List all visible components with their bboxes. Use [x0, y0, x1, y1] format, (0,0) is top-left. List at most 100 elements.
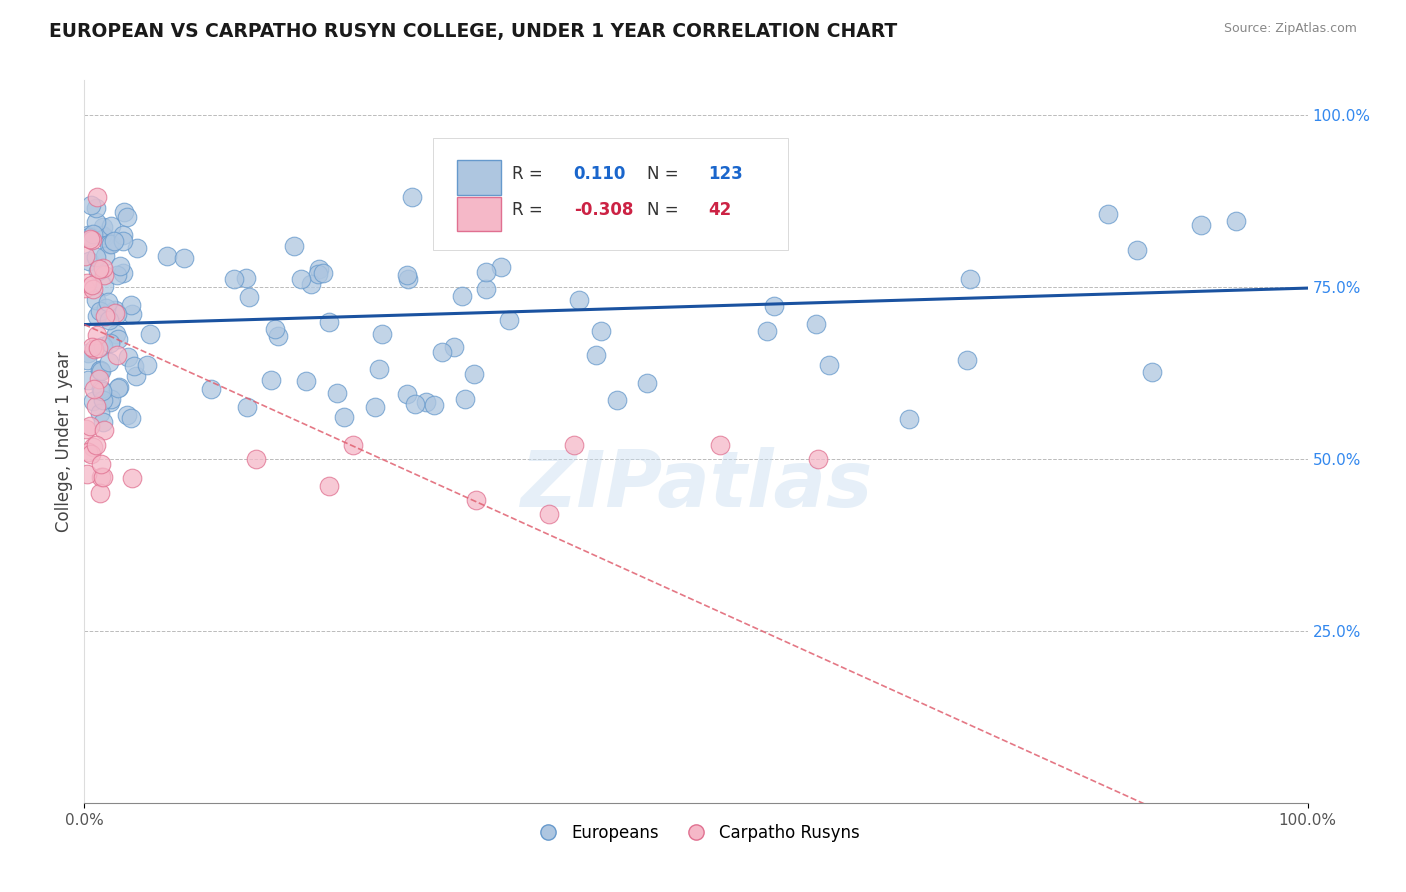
Point	[108, 380, 131, 394]
Point	[84, 251, 107, 265]
Point	[86, 201, 108, 215]
Text: R =: R =	[513, 165, 548, 183]
Point	[97, 313, 120, 327]
Point	[90, 470, 112, 484]
Text: 0.110: 0.110	[574, 165, 626, 183]
Point	[121, 471, 143, 485]
Point	[112, 205, 135, 219]
Text: N =: N =	[647, 165, 683, 183]
Point	[117, 210, 139, 224]
Point	[312, 266, 335, 280]
Point	[83, 382, 105, 396]
Text: 42: 42	[709, 201, 731, 219]
Point	[107, 332, 129, 346]
Point	[77, 229, 100, 244]
Point	[115, 409, 138, 423]
Point	[82, 282, 104, 296]
Point	[756, 324, 779, 338]
Point	[156, 249, 179, 263]
Point	[98, 395, 121, 409]
Point	[200, 382, 222, 396]
Point	[709, 438, 731, 452]
Point	[1126, 243, 1149, 257]
Point	[80, 340, 103, 354]
Point	[634, 172, 657, 186]
Point	[333, 409, 356, 424]
Point	[1189, 218, 1212, 232]
Point	[396, 271, 419, 285]
Point	[959, 272, 981, 286]
Point	[498, 313, 520, 327]
Point	[475, 282, 498, 296]
Point	[318, 315, 340, 329]
Point	[415, 394, 437, 409]
Point	[93, 268, 115, 283]
Point	[308, 262, 330, 277]
Point	[89, 486, 111, 500]
Point	[173, 251, 195, 265]
Point	[558, 173, 581, 187]
Point	[451, 289, 474, 303]
Legend: Europeans, Carpatho Rusyns: Europeans, Carpatho Rusyns	[524, 817, 868, 848]
Y-axis label: College, Under 1 year: College, Under 1 year	[55, 351, 73, 533]
Point	[295, 375, 318, 389]
Point	[86, 293, 108, 308]
Point	[562, 438, 585, 452]
Point	[475, 265, 498, 279]
Point	[104, 302, 127, 317]
Point	[283, 239, 305, 253]
Point	[454, 392, 477, 406]
Point	[80, 198, 103, 212]
Point	[79, 418, 101, 433]
Point	[589, 324, 612, 338]
Point	[763, 299, 786, 313]
Point	[107, 381, 129, 395]
Point	[89, 363, 111, 377]
Point	[464, 493, 486, 508]
Point	[76, 467, 98, 481]
Point	[636, 376, 658, 390]
Point	[136, 358, 159, 372]
Text: 123: 123	[709, 165, 742, 183]
Point	[120, 411, 142, 425]
Point	[90, 457, 112, 471]
Point	[898, 412, 921, 426]
Point	[84, 214, 107, 228]
Point	[105, 307, 128, 321]
Point	[138, 326, 160, 341]
Point	[818, 358, 841, 372]
Point	[260, 373, 283, 387]
Point	[96, 301, 118, 315]
Point	[120, 298, 142, 312]
Point	[100, 392, 122, 407]
Point	[342, 438, 364, 452]
Point	[956, 352, 979, 367]
Point	[585, 348, 607, 362]
Point	[93, 249, 115, 263]
Point	[125, 369, 148, 384]
Point	[75, 249, 97, 263]
Point	[125, 241, 148, 255]
Point	[83, 342, 105, 356]
Text: R =: R =	[513, 201, 548, 219]
Point	[76, 445, 98, 459]
Point	[592, 166, 614, 180]
Point	[86, 309, 108, 323]
Point	[94, 309, 117, 323]
Point	[77, 373, 100, 387]
Point	[107, 348, 129, 362]
Point	[90, 382, 112, 396]
Point	[86, 190, 108, 204]
Point	[121, 307, 143, 321]
Point	[124, 359, 146, 374]
Point	[84, 438, 107, 452]
Point	[371, 327, 394, 342]
Point	[87, 264, 110, 278]
Point	[443, 340, 465, 354]
Text: EUROPEAN VS CARPATHO RUSYN COLLEGE, UNDER 1 YEAR CORRELATION CHART: EUROPEAN VS CARPATHO RUSYN COLLEGE, UNDE…	[49, 22, 897, 41]
Point	[73, 281, 96, 295]
Point	[117, 350, 139, 364]
Point	[806, 317, 828, 331]
Point	[80, 447, 103, 461]
Point	[326, 385, 349, 400]
